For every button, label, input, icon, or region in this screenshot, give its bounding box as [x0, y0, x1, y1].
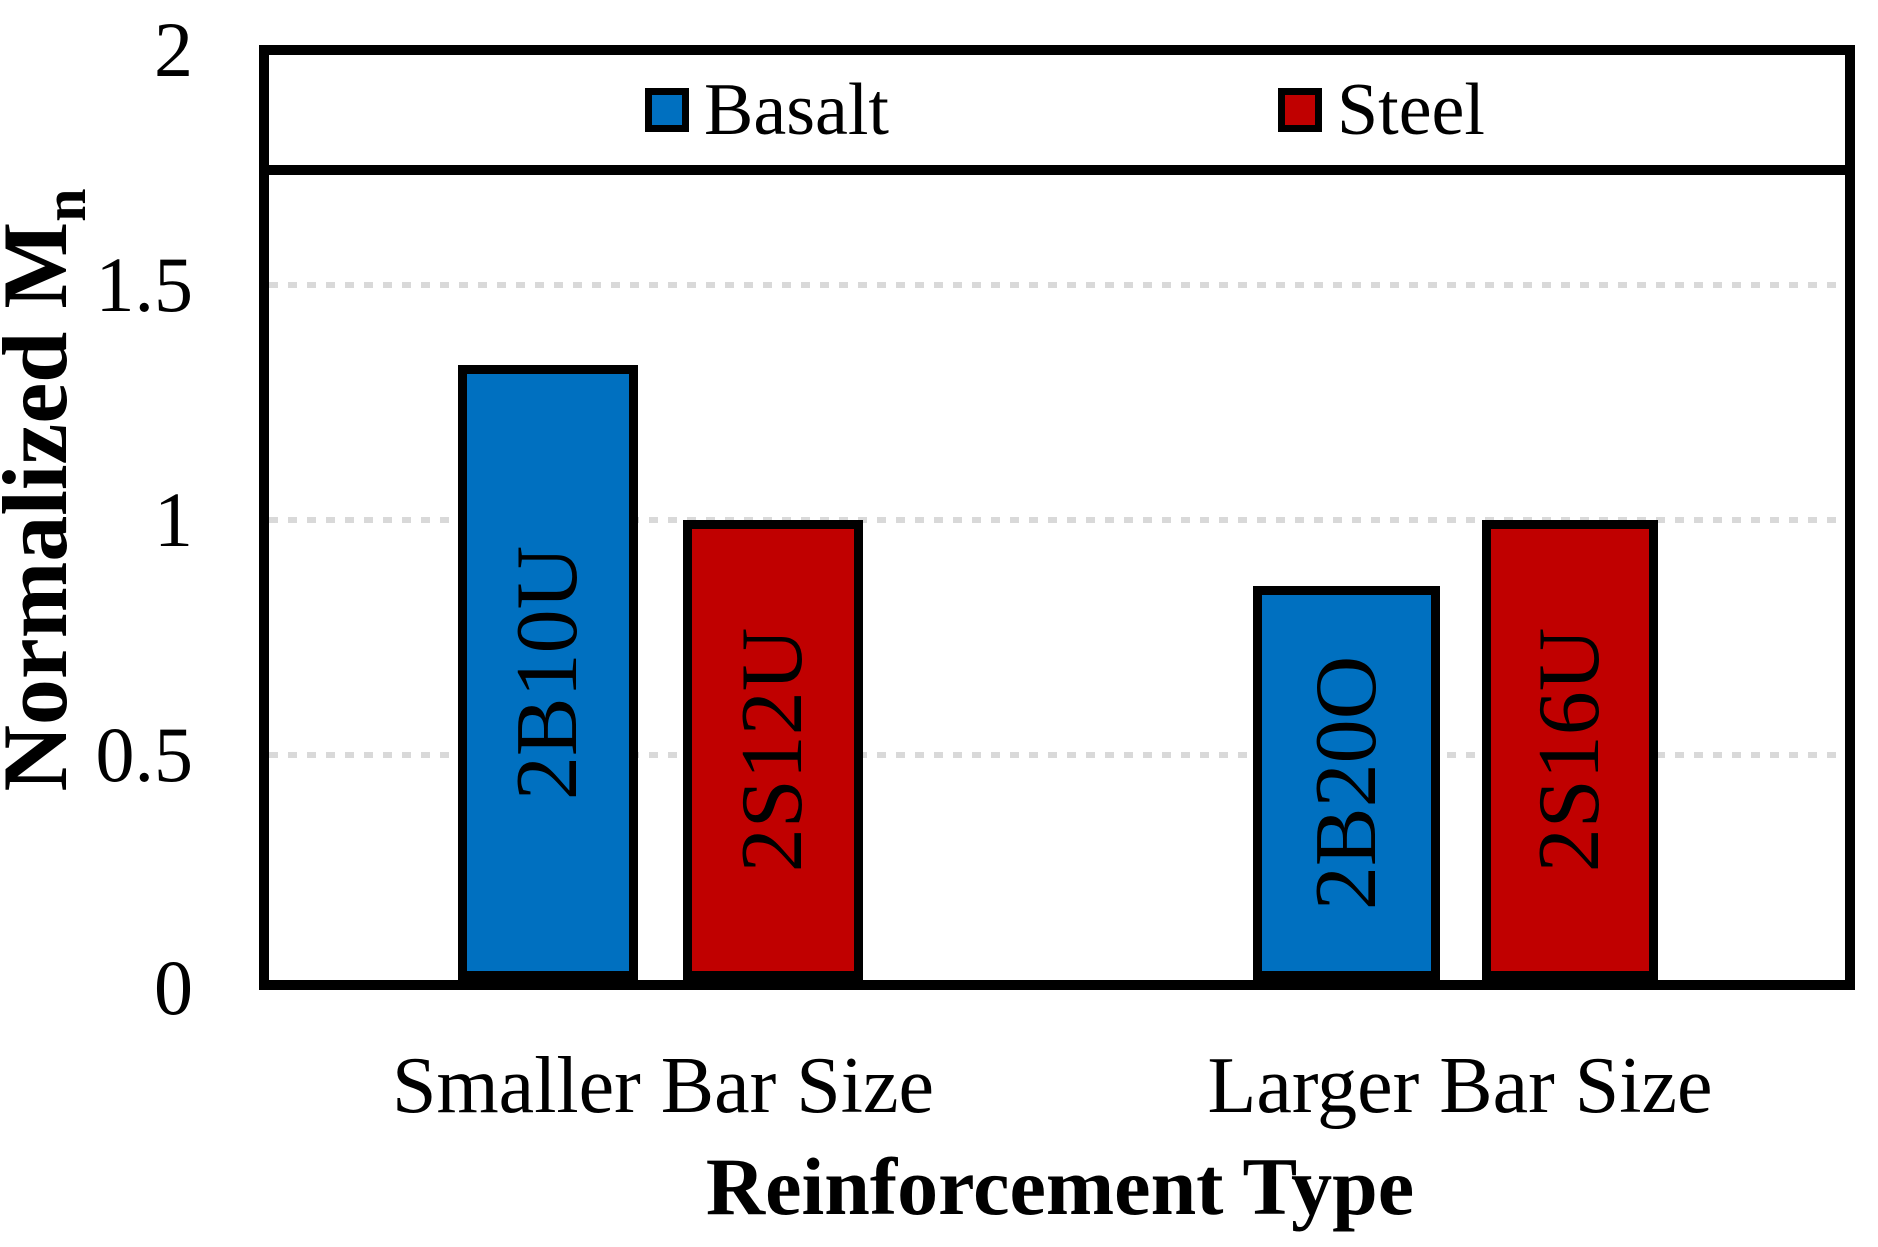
bar-2B20O: 2B20O	[1253, 586, 1440, 980]
gridline-1-0	[269, 517, 1845, 523]
y-tick-label-0: 0	[154, 944, 193, 1031]
legend-label-basalt: Basalt	[704, 69, 889, 151]
y-tick-label-0_5: 0.5	[95, 711, 194, 798]
y-axis-title-text: Normalized M	[0, 222, 86, 792]
y-tick-label-2: 2	[154, 6, 193, 93]
y-tick-label-1_5: 1.5	[95, 241, 194, 328]
x-category-label-larger: Larger Bar Size	[1207, 1042, 1713, 1130]
bar-2S12U: 2S12U	[683, 520, 863, 980]
bar-label-2B20O: 2B20O	[1297, 655, 1395, 911]
y-tick-label-1: 1	[154, 476, 193, 563]
gridline-1-5	[269, 282, 1845, 288]
y-axis-title: Normalized Mn	[0, 188, 99, 792]
legend-item-steel: Steel	[1278, 73, 1485, 147]
bar-2B10U: 2B10U	[458, 365, 638, 980]
bar-label-2S16U: 2S16U	[1521, 627, 1618, 873]
legend-swatch-steel	[1278, 88, 1322, 132]
bar-label-2B10U: 2B10U	[499, 545, 596, 800]
legend-label-steel: Steel	[1337, 69, 1485, 151]
x-category-label-smaller: Smaller Bar Size	[391, 1042, 935, 1130]
gridline-0-5	[269, 752, 1845, 758]
legend-item-basalt: Basalt	[645, 73, 889, 147]
legend: Basalt Steel	[269, 55, 1845, 175]
bar-2S16U: 2S16U	[1482, 520, 1658, 980]
y-axis-title-subscript: n	[32, 188, 99, 222]
x-axis-title: Reinforcement Type	[705, 1141, 1415, 1232]
legend-swatch-basalt	[645, 88, 689, 132]
bar-label-2S12U: 2S12U	[724, 627, 821, 873]
plot-area: Basalt Steel 2B10U 2S12U 2B20O 2S16U	[259, 45, 1855, 990]
